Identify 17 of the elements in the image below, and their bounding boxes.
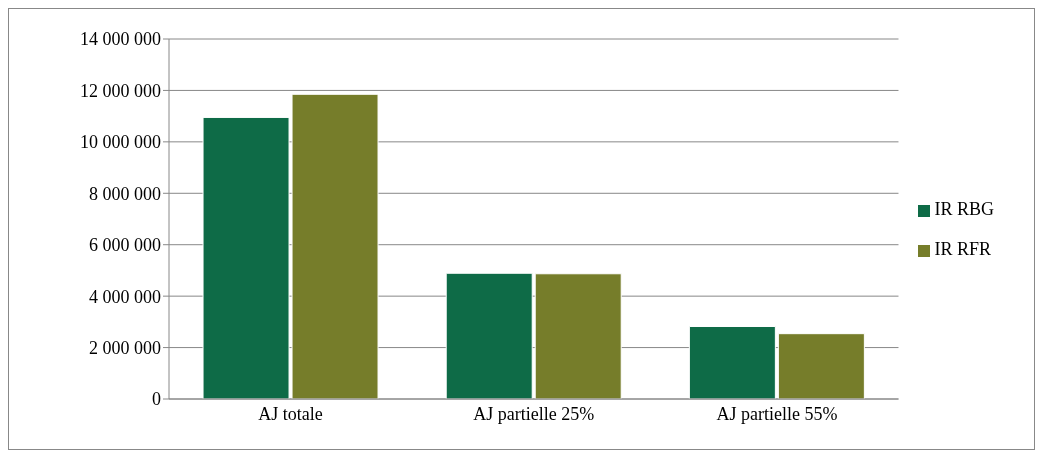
y-tick-label: 6 000 000 (89, 235, 161, 256)
y-tick-label: 0 (152, 389, 161, 410)
legend-label: IR RBG (934, 199, 994, 219)
bar (777, 333, 865, 399)
y-tick-label: 10 000 000 (80, 132, 161, 153)
bar (534, 273, 622, 399)
y-tick-label: 4 000 000 (89, 286, 161, 307)
legend-label: IR RFR (934, 239, 992, 259)
x-tick-label: AJ partielle 25% (473, 403, 595, 424)
x-tick-label: AJ totale (258, 403, 323, 424)
y-tick-label: 12 000 000 (80, 80, 161, 101)
y-tick-label: 8 000 000 (89, 183, 161, 204)
y-tick-label: 2 000 000 (89, 337, 161, 358)
x-tick-label: AJ partielle 55% (716, 403, 838, 424)
bar (688, 325, 776, 399)
bar (445, 272, 533, 399)
y-tick-label: 14 000 000 (80, 29, 161, 50)
